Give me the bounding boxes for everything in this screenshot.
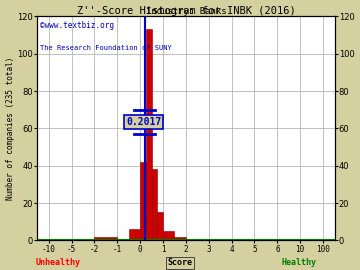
Bar (129, 229, 140, 241)
Text: Healthy: Healthy (282, 258, 317, 267)
Text: Unhealthy: Unhealthy (36, 258, 81, 267)
Text: The Research Foundation of SUNY: The Research Foundation of SUNY (40, 45, 172, 52)
Bar (157, 212, 163, 241)
Y-axis label: Number of companies (235 total): Number of companies (235 total) (5, 57, 14, 200)
Text: Industry: Banks: Industry: Banks (145, 7, 226, 16)
Bar (146, 29, 152, 241)
Text: ©www.textbiz.org: ©www.textbiz.org (40, 21, 114, 30)
Bar (152, 170, 157, 241)
Title: Z''-Score Histogram for INBK (2016): Z''-Score Histogram for INBK (2016) (77, 6, 295, 16)
Bar (94, 237, 117, 241)
Bar (163, 231, 175, 241)
Bar (175, 237, 186, 241)
Bar (140, 162, 146, 241)
Text: Score: Score (167, 258, 193, 267)
Text: 0.2017: 0.2017 (126, 117, 161, 127)
